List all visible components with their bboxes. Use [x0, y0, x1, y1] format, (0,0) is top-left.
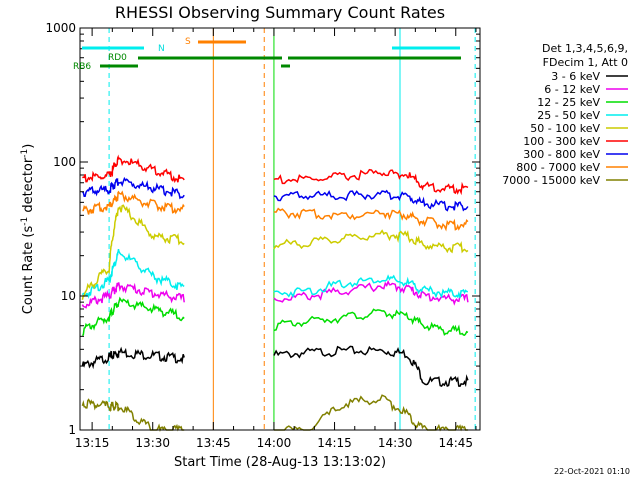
x-axis: 13:15 13:30 13:45 14:00 14:15 14:30 14:45 — [75, 28, 477, 450]
y-axis: 1 10 100 1000 — [45, 21, 480, 437]
plot-area — [79, 28, 476, 433]
legend-title-line-2: FDecim 1, Att 0 — [543, 56, 628, 69]
y-tick-label: 10 — [61, 289, 76, 303]
x-tick-label: 14:30 — [378, 436, 413, 450]
series-line-b — [273, 394, 468, 432]
x-tick-label: 14:15 — [317, 436, 352, 450]
series-line-a — [81, 204, 185, 300]
y-tick-label: 1000 — [45, 21, 76, 35]
x-tick-label: 13:15 — [75, 436, 110, 450]
series-line-b — [273, 189, 469, 212]
flag-s-label: S — [185, 37, 191, 47]
legend-label: 7000 - 15000 keV — [502, 174, 600, 187]
series-line-b — [273, 308, 469, 337]
series-line-b — [273, 168, 469, 196]
series-line-a — [81, 248, 185, 299]
y-tick-label: 1 — [68, 423, 76, 437]
legend-label: 6 - 12 keV — [544, 83, 600, 96]
legend-title-line-1: Det 1,3,4,5,6,9, — [542, 42, 628, 55]
plot-frame — [79, 27, 481, 431]
legend-label: 3 - 6 keV — [551, 70, 600, 83]
legend-label: 300 - 800 keV — [523, 148, 600, 161]
chart-title: RHESSI Observing Summary Count Rates — [115, 3, 445, 22]
flag-rb6-label: RB6 — [73, 62, 91, 72]
series-line-b — [273, 229, 469, 254]
y-axis-label: Count Rate (s-1 detector-1) — [20, 144, 36, 315]
series-line-a — [81, 282, 185, 309]
y-tick-label: 100 — [53, 155, 76, 169]
series-line-a — [81, 176, 185, 200]
x-tick-label: 13:45 — [196, 436, 231, 450]
legend-label: 800 - 7000 keV — [516, 161, 600, 174]
series-line-a — [81, 346, 185, 370]
flag-n-label: N — [158, 44, 165, 54]
x-tick-label: 13:30 — [135, 436, 170, 450]
flag-rd0-label: RD0 — [108, 53, 127, 63]
legend-label: 100 - 300 keV — [523, 135, 600, 148]
series-line-a — [82, 190, 185, 215]
series-line-b — [273, 207, 469, 232]
series-line-a — [82, 154, 185, 184]
x-axis-label: Start Time (28-Aug-13 13:13:02) — [174, 455, 386, 470]
legend: Det 1,3,4,5,6,9, FDecim 1, Att 0 3 - 6 k… — [502, 42, 628, 187]
series-line-a — [81, 296, 185, 337]
series-line-b — [273, 279, 469, 306]
legend-label: 12 - 25 keV — [537, 96, 600, 109]
legend-label: 50 - 100 keV — [530, 122, 600, 135]
legend-label: 25 - 50 keV — [537, 109, 600, 122]
series-line-b — [273, 274, 468, 299]
x-tick-label: 14:00 — [257, 436, 292, 450]
footer-date: 22-Oct-2021 01:10 — [554, 467, 630, 476]
series-line-a — [81, 398, 185, 433]
series-line-b — [273, 345, 469, 388]
flag-bars: N S RD0 RB6 — [73, 37, 461, 72]
x-tick-label: 14:45 — [438, 436, 473, 450]
